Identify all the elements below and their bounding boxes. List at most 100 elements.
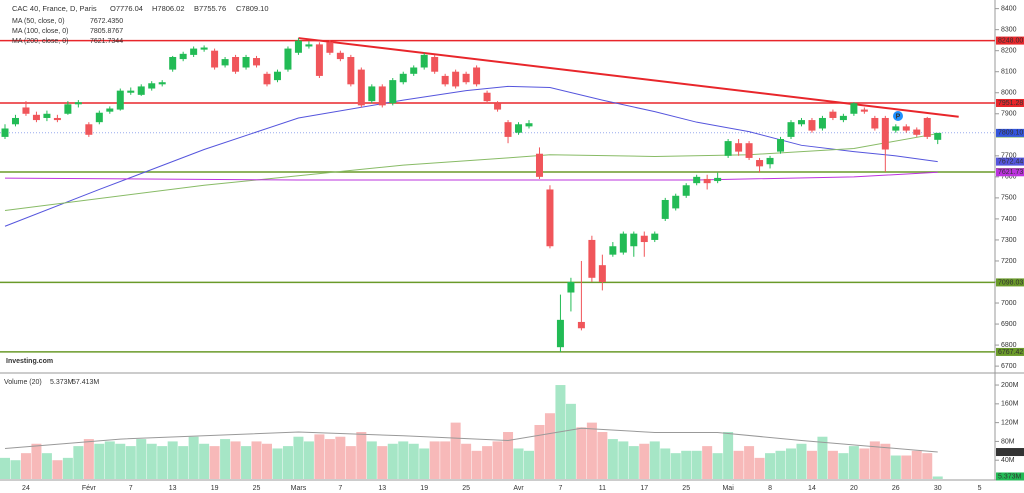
- candle-body: [556, 319, 564, 348]
- candle-body: [923, 117, 931, 137]
- candle-body: [682, 185, 690, 196]
- candle-body: [839, 115, 847, 121]
- ohlc-legend: C7809.10: [236, 4, 269, 13]
- volume-bar: [41, 453, 52, 479]
- candle-body: [818, 117, 826, 129]
- candle-body: [253, 58, 261, 66]
- level-label: 7098.03: [998, 279, 1023, 286]
- volume-bar: [838, 453, 849, 479]
- candle-body: [588, 239, 596, 278]
- candle-body: [630, 233, 638, 247]
- y-tick-label: 6900: [1001, 321, 1017, 328]
- volume-bar: [398, 441, 409, 479]
- volume-legend-last: 5.373M: [50, 379, 74, 386]
- volume-bar: [387, 443, 398, 479]
- x-tick-label: Févr: [82, 485, 97, 492]
- volume-bar: [544, 413, 555, 479]
- x-tick-label: Mars: [291, 485, 307, 492]
- volume-bar: [188, 436, 199, 479]
- level-label-bg: [996, 278, 1024, 287]
- volume-bar: [0, 457, 10, 479]
- candle-body: [43, 113, 51, 118]
- x-tick-label: 5: [978, 485, 982, 492]
- y-tick-label: 6800: [1001, 342, 1017, 349]
- candle-body: [483, 92, 491, 102]
- legend-title: CAC 40, France, D, Paris: [12, 4, 97, 13]
- volume-bar: [775, 450, 786, 479]
- candle-body: [95, 112, 103, 123]
- candle-body: [431, 56, 439, 72]
- candle-body: [64, 104, 72, 114]
- candle-body: [703, 178, 711, 184]
- volume-bar: [62, 457, 73, 479]
- candle-body: [535, 153, 543, 177]
- volume-bar: [911, 450, 922, 479]
- volume-bar: [576, 427, 587, 479]
- ma-legend-value: 7805.8767: [90, 28, 123, 35]
- candle-body: [693, 176, 701, 184]
- x-tick-label: Mai: [722, 485, 734, 492]
- volume-bar: [492, 441, 503, 479]
- volume-bar: [754, 457, 765, 479]
- volume-last-label-bg: [996, 472, 1024, 481]
- candle-body: [169, 56, 177, 70]
- candle-body: [179, 53, 187, 60]
- x-tick-label: 26: [892, 485, 900, 492]
- volume-bar: [796, 443, 807, 479]
- volume-bar: [209, 446, 220, 479]
- volume-bar: [94, 443, 105, 479]
- candle-body: [462, 73, 470, 83]
- level-label: 7951.28: [998, 100, 1023, 107]
- candle-body: [74, 102, 82, 105]
- y-tick-label: 7600: [1001, 174, 1017, 181]
- candle-body: [756, 160, 764, 167]
- volume-bar: [649, 441, 660, 479]
- volume-tick-label: 40M: [1001, 457, 1015, 464]
- candle-body: [389, 80, 397, 104]
- candle-body: [410, 67, 418, 74]
- candle-body: [850, 103, 858, 114]
- ma-legend-name: MA (200, close, 0): [12, 38, 68, 45]
- volume-bar: [220, 439, 231, 479]
- x-tick-label: 25: [462, 485, 470, 492]
- volume-bar: [262, 443, 272, 479]
- candle-body: [598, 265, 606, 282]
- candle-body: [22, 107, 30, 114]
- candle-body: [106, 108, 114, 112]
- candle-body: [609, 246, 617, 255]
- candle-body: [640, 235, 648, 243]
- candle-body: [336, 52, 344, 60]
- volume-bar: [565, 403, 576, 479]
- volume-bar: [429, 441, 440, 479]
- volume-bar: [73, 446, 84, 479]
- volume-bar: [167, 441, 178, 479]
- y-tick-label: 8000: [1001, 90, 1017, 97]
- y-tick-label: 7300: [1001, 237, 1017, 244]
- volume-bar: [848, 446, 859, 479]
- volume-bar: [702, 446, 713, 479]
- x-tick-label: 25: [253, 485, 261, 492]
- candle-body: [860, 109, 868, 112]
- candle-body: [284, 48, 292, 70]
- candle-body: [273, 71, 281, 81]
- candle-body: [829, 111, 837, 118]
- candle-body: [724, 141, 732, 156]
- level-label: 8248.00: [998, 37, 1023, 44]
- volume-bar: [607, 439, 618, 479]
- volume-legend-ma: 57.413M: [72, 379, 99, 386]
- x-tick-label: 19: [420, 485, 428, 492]
- candle-body: [871, 117, 879, 129]
- x-tick-label: Avr: [513, 485, 524, 492]
- candle-body: [494, 103, 502, 110]
- trend-line: [298, 37, 959, 118]
- y-tick-label: 8400: [1001, 5, 1017, 12]
- volume-bar: [20, 453, 31, 479]
- level-label-bg: [996, 98, 1024, 107]
- y-tick-label: 8100: [1001, 69, 1017, 76]
- volume-bar: [691, 450, 702, 479]
- x-tick-label: 13: [169, 485, 177, 492]
- x-tick-label: 19: [211, 485, 219, 492]
- candle-body: [53, 117, 61, 121]
- volume-tick-label: 160M: [1001, 401, 1019, 408]
- volume-bar: [335, 436, 346, 479]
